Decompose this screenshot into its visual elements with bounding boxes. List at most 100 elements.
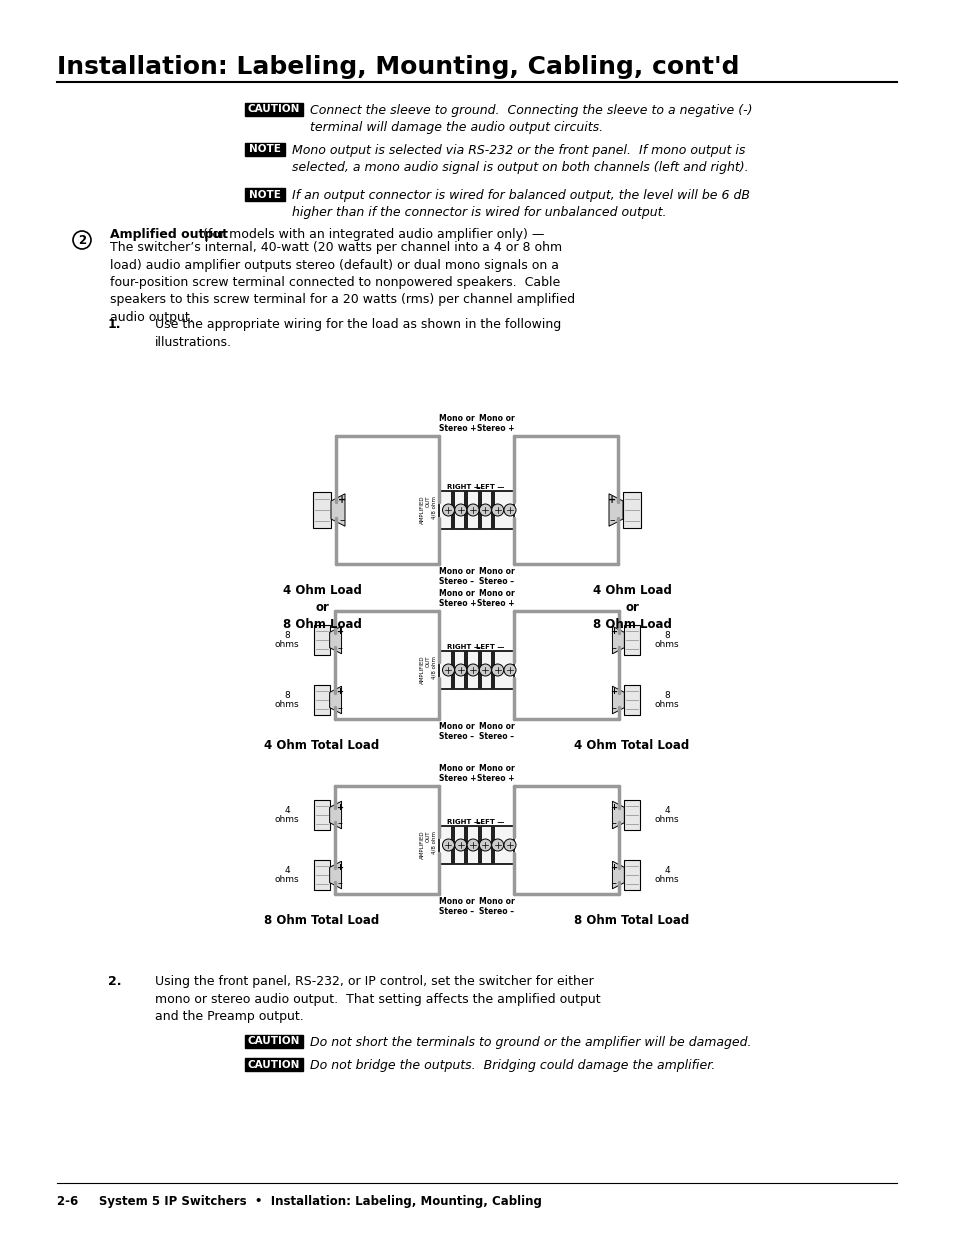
- Text: RIGHT —: RIGHT —: [447, 819, 480, 825]
- Text: AMPLIFIED
OUT
4/8 ohm: AMPLIFIED OUT 4/8 ohm: [419, 495, 436, 525]
- Circle shape: [491, 839, 503, 851]
- Text: 4
ohms: 4 ohms: [654, 866, 679, 884]
- Polygon shape: [330, 802, 341, 829]
- Text: 4 Ohm Load
or
8 Ohm Load: 4 Ohm Load or 8 Ohm Load: [282, 584, 361, 631]
- Text: Mono or
Stereo –: Mono or Stereo –: [478, 567, 514, 587]
- Text: LEFT —: LEFT —: [475, 643, 503, 650]
- Circle shape: [455, 504, 466, 516]
- FancyBboxPatch shape: [464, 651, 468, 689]
- FancyBboxPatch shape: [491, 826, 495, 864]
- FancyBboxPatch shape: [245, 1035, 303, 1049]
- Text: 2-6     System 5 IP Switchers  •  Installation: Labeling, Mounting, Cabling: 2-6 System 5 IP Switchers • Installation…: [57, 1195, 541, 1208]
- Text: +: +: [336, 862, 343, 872]
- FancyBboxPatch shape: [491, 492, 495, 529]
- Text: Installation: Labeling, Mounting, Cabling, cont'd: Installation: Labeling, Mounting, Cablin…: [57, 56, 739, 79]
- Text: +: +: [336, 688, 343, 697]
- Polygon shape: [612, 687, 623, 714]
- Text: Do not short the terminals to ground or the amplifier will be damaged.: Do not short the terminals to ground or …: [310, 1036, 751, 1049]
- Text: +: +: [607, 495, 616, 505]
- Text: Mono or
Stereo –: Mono or Stereo –: [478, 722, 514, 741]
- FancyBboxPatch shape: [314, 684, 330, 715]
- Text: The switcher’s internal, 40-watt (20 watts per channel into a 4 or 8 ohm
load) a: The switcher’s internal, 40-watt (20 wat…: [110, 241, 575, 324]
- FancyBboxPatch shape: [464, 826, 468, 864]
- Text: Mono or
Stereo +: Mono or Stereo +: [439, 763, 476, 783]
- FancyBboxPatch shape: [245, 143, 285, 156]
- Text: +: +: [336, 627, 343, 636]
- Text: –: –: [339, 515, 344, 525]
- Text: CAUTION: CAUTION: [248, 1060, 300, 1070]
- Circle shape: [479, 664, 491, 676]
- Text: –: –: [337, 643, 342, 653]
- Text: Mono or
Stereo +: Mono or Stereo +: [476, 763, 514, 783]
- FancyBboxPatch shape: [451, 651, 455, 689]
- Text: 8 Ohm Total Load: 8 Ohm Total Load: [264, 914, 379, 927]
- Text: Mono or
Stereo –: Mono or Stereo –: [439, 567, 475, 587]
- Text: Use the appropriate wiring for the load as shown in the following
illustrations.: Use the appropriate wiring for the load …: [154, 317, 560, 348]
- Text: Mono or
Stereo –: Mono or Stereo –: [439, 897, 475, 916]
- FancyBboxPatch shape: [439, 492, 514, 529]
- Polygon shape: [330, 626, 341, 653]
- FancyBboxPatch shape: [439, 651, 514, 689]
- Polygon shape: [612, 802, 623, 829]
- Text: 4
ohms: 4 ohms: [274, 866, 299, 884]
- Text: +: +: [610, 688, 617, 697]
- Circle shape: [467, 839, 478, 851]
- Text: Mono or
Stereo –: Mono or Stereo –: [439, 722, 475, 741]
- Circle shape: [455, 664, 466, 676]
- Text: LEFT —: LEFT —: [475, 484, 503, 490]
- Circle shape: [491, 664, 503, 676]
- Text: +: +: [610, 862, 617, 872]
- Text: NOTE: NOTE: [249, 189, 280, 200]
- FancyBboxPatch shape: [439, 826, 514, 864]
- Circle shape: [442, 504, 454, 516]
- Text: If an output connector is wired for balanced output, the level will be 6 dB
high: If an output connector is wired for bala…: [292, 189, 749, 219]
- Text: Mono or
Stereo +: Mono or Stereo +: [476, 589, 514, 608]
- FancyBboxPatch shape: [245, 103, 303, 116]
- Text: 4 Ohm Total Load: 4 Ohm Total Load: [574, 739, 689, 752]
- Text: AMPLIFIED
OUT
4/8 ohm: AMPLIFIED OUT 4/8 ohm: [419, 831, 436, 860]
- Text: RIGHT —: RIGHT —: [447, 643, 480, 650]
- Circle shape: [442, 839, 454, 851]
- Text: Using the front panel, RS-232, or IP control, set the switcher for either
mono o: Using the front panel, RS-232, or IP con…: [154, 974, 600, 1023]
- Text: –: –: [611, 703, 616, 713]
- Text: 8
ohms: 8 ohms: [274, 631, 299, 650]
- Text: 2: 2: [78, 233, 86, 247]
- Text: –: –: [609, 515, 614, 525]
- Text: –: –: [611, 818, 616, 827]
- Text: +: +: [610, 803, 617, 811]
- Text: 4
ohms: 4 ohms: [654, 805, 679, 824]
- Text: 8
ohms: 8 ohms: [654, 631, 679, 650]
- Text: Do not bridge the outputs.  Bridging could damage the amplifier.: Do not bridge the outputs. Bridging coul…: [310, 1058, 715, 1072]
- FancyBboxPatch shape: [477, 651, 481, 689]
- FancyBboxPatch shape: [477, 826, 481, 864]
- Text: CAUTION: CAUTION: [248, 1036, 300, 1046]
- Text: Mono output is selected via RS-232 or the front panel.  If mono output is
select: Mono output is selected via RS-232 or th…: [292, 144, 748, 174]
- Text: +: +: [337, 495, 346, 505]
- Text: –: –: [337, 703, 342, 713]
- Polygon shape: [331, 494, 345, 526]
- FancyBboxPatch shape: [451, 492, 455, 529]
- Polygon shape: [330, 687, 341, 714]
- Circle shape: [467, 504, 478, 516]
- Text: –: –: [337, 878, 342, 888]
- Polygon shape: [330, 861, 341, 889]
- Text: 8
ohms: 8 ohms: [274, 690, 299, 709]
- Text: Connect the sleeve to ground.  Connecting the sleeve to a negative (-)
terminal : Connect the sleeve to ground. Connecting…: [310, 104, 752, 135]
- Text: 8 Ohm Total Load: 8 Ohm Total Load: [574, 914, 689, 927]
- Text: LEFT —: LEFT —: [475, 819, 503, 825]
- FancyBboxPatch shape: [314, 860, 330, 890]
- Polygon shape: [612, 861, 623, 889]
- Text: –: –: [611, 878, 616, 888]
- Text: 4
ohms: 4 ohms: [274, 805, 299, 824]
- Text: NOTE: NOTE: [249, 144, 280, 154]
- Text: RIGHT —: RIGHT —: [447, 484, 480, 490]
- FancyBboxPatch shape: [491, 651, 495, 689]
- Text: (for models with an integrated audio amplifier only) —: (for models with an integrated audio amp…: [198, 228, 543, 241]
- Text: 2.: 2.: [108, 974, 121, 988]
- FancyBboxPatch shape: [623, 860, 639, 890]
- Text: CAUTION: CAUTION: [248, 105, 300, 115]
- Text: 4 Ohm Load
or
8 Ohm Load: 4 Ohm Load or 8 Ohm Load: [592, 584, 671, 631]
- FancyBboxPatch shape: [477, 492, 481, 529]
- FancyBboxPatch shape: [623, 684, 639, 715]
- Text: –: –: [611, 643, 616, 653]
